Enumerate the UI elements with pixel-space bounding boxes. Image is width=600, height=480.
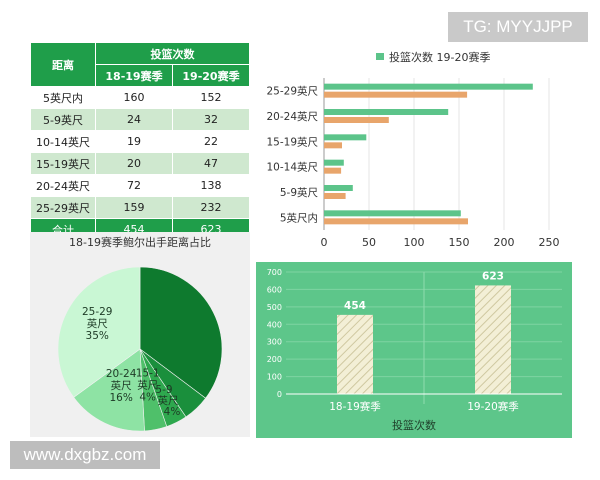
column-xlabel: 投篮次数 — [392, 418, 436, 432]
bar — [324, 210, 461, 217]
bar — [324, 193, 346, 199]
column-chart: 投篮次数 0 100 200 300 400 500 600 700 454 18-19赛季 623… — [267, 268, 562, 432]
pie-chart: 18-19赛季鲍尔出手距离占比 25-29 英尺 35% 20-24 英尺 16%15-1… — [57, 235, 223, 432]
pie-panel: 18-19赛季鲍尔出手距离占比 25-29 英尺 35% 20-24 英尺 16% 15-1… — [30, 232, 250, 437]
y-tick-label: 700 — [267, 268, 282, 277]
bar — [324, 185, 353, 191]
slice-label: 25-29 英尺 35% — [82, 306, 113, 342]
legend-label: 投篮次数 19-20赛季 — [389, 50, 490, 64]
category-label: 20-24英尺 — [266, 110, 318, 123]
row-label: 5-9英尺 — [30, 108, 96, 131]
bar — [324, 142, 342, 149]
column-panel: 投篮次数 0 100 200 300 400 500 600 700 454 18-19赛季 623… — [256, 262, 572, 438]
bar — [324, 167, 342, 174]
row-value-s1: 72 — [95, 174, 173, 197]
row-value-s2: 47 — [172, 152, 250, 175]
y-tick-label: 500 — [267, 303, 282, 312]
table-row: 25-29英尺 159 232 — [30, 196, 250, 219]
row-label: 10-14英尺 — [30, 130, 96, 153]
bar — [324, 159, 344, 166]
row-value-s2: 152 — [172, 86, 250, 109]
column-value-label: 454 — [344, 300, 366, 312]
row-value-s1: 19 — [95, 130, 173, 153]
bar — [324, 109, 449, 115]
watermark-top: TG: MYYJJPP — [448, 12, 588, 42]
table-row: 5英尺内 160 152 — [30, 86, 250, 109]
header-attempts: 投篮次数 — [95, 42, 250, 65]
category-label: 15-19英尺 — [266, 135, 318, 148]
column-bar — [475, 285, 511, 394]
slice-label: 20-24 英尺 16% — [106, 368, 137, 404]
pie-slice — [139, 266, 223, 399]
bar — [324, 91, 468, 98]
y-tick-label: 100 — [267, 373, 282, 382]
category-label: 10-14英尺 — [266, 161, 318, 174]
bar — [324, 134, 367, 141]
row-label: 15-19英尺 — [30, 152, 96, 175]
row-label: 25-29英尺 — [30, 196, 96, 219]
table-row: 15-19英尺 20 47 — [30, 152, 250, 175]
column-category-label: 18-19赛季 — [329, 400, 381, 413]
pie-slice — [57, 266, 141, 398]
y-tick-label: 0 — [277, 390, 282, 399]
row-label: 20-24英尺 — [30, 174, 96, 197]
row-value-s1: 160 — [95, 86, 173, 109]
horizontal-bar-panel: 投篮次数 19-20赛季 0 50 100 150 200 250 25-29英尺 20-24… — [258, 42, 570, 260]
column-category-label: 19-20赛季 — [467, 400, 519, 413]
slice-label: 15-1 英尺 4% — [136, 367, 160, 403]
slice-label-extra: 5-9 英尺 4% — [155, 384, 180, 418]
y-tick-label: 400 — [267, 320, 282, 329]
column-value-label: 623 — [482, 270, 504, 282]
row-value-s2: 22 — [172, 130, 250, 153]
pie-slice — [73, 348, 145, 432]
header-season-1920: 19-20赛季 — [172, 64, 250, 87]
bar — [324, 83, 533, 90]
table-row: 20-24英尺 72 138 — [30, 174, 250, 197]
x-tick-label: 0 — [321, 236, 328, 249]
header-distance: 距离 — [30, 42, 96, 87]
row-label: 5英尺内 — [30, 86, 96, 109]
y-tick-label: 200 — [267, 355, 282, 364]
x-tick-label: 200 — [494, 236, 515, 249]
column-bar — [337, 314, 373, 394]
header-season-1819: 18-19赛季 — [95, 64, 173, 87]
x-tick-label: 150 — [449, 236, 470, 249]
y-tick-label: 300 — [267, 338, 282, 347]
shot-distance-table: 距离 投篮次数 18-19赛季 19-20赛季 5英尺内 160 152 5-9… — [30, 42, 250, 241]
row-value-s2: 138 — [172, 174, 250, 197]
row-value-s2: 32 — [172, 108, 250, 131]
table-row: 5-9英尺 24 32 — [30, 108, 250, 131]
x-tick-label: 100 — [404, 236, 425, 249]
row-value-s1: 20 — [95, 152, 173, 175]
y-tick-label: 600 — [267, 285, 282, 294]
pie-title: 18-19赛季鲍尔出手距离占比 — [69, 235, 211, 249]
watermark-bottom: www.dxgbz.com — [10, 441, 160, 469]
horizontal-bar-chart: 投篮次数 19-20赛季 0 50 100 150 200 250 25-29英尺 20-24… — [266, 50, 560, 249]
row-value-s1: 159 — [95, 196, 173, 219]
row-value-s1: 24 — [95, 108, 173, 131]
x-tick-label: 50 — [362, 236, 376, 249]
row-value-s2: 232 — [172, 196, 250, 219]
category-label: 25-29英尺 — [266, 85, 318, 98]
x-tick-label: 250 — [539, 236, 560, 249]
category-label: 5-9英尺 — [280, 186, 319, 199]
bar — [324, 218, 468, 225]
category-label: 5英尺内 — [280, 211, 318, 224]
table-row: 10-14英尺 19 22 — [30, 130, 250, 153]
legend-swatch — [376, 53, 384, 60]
bar — [324, 117, 389, 123]
